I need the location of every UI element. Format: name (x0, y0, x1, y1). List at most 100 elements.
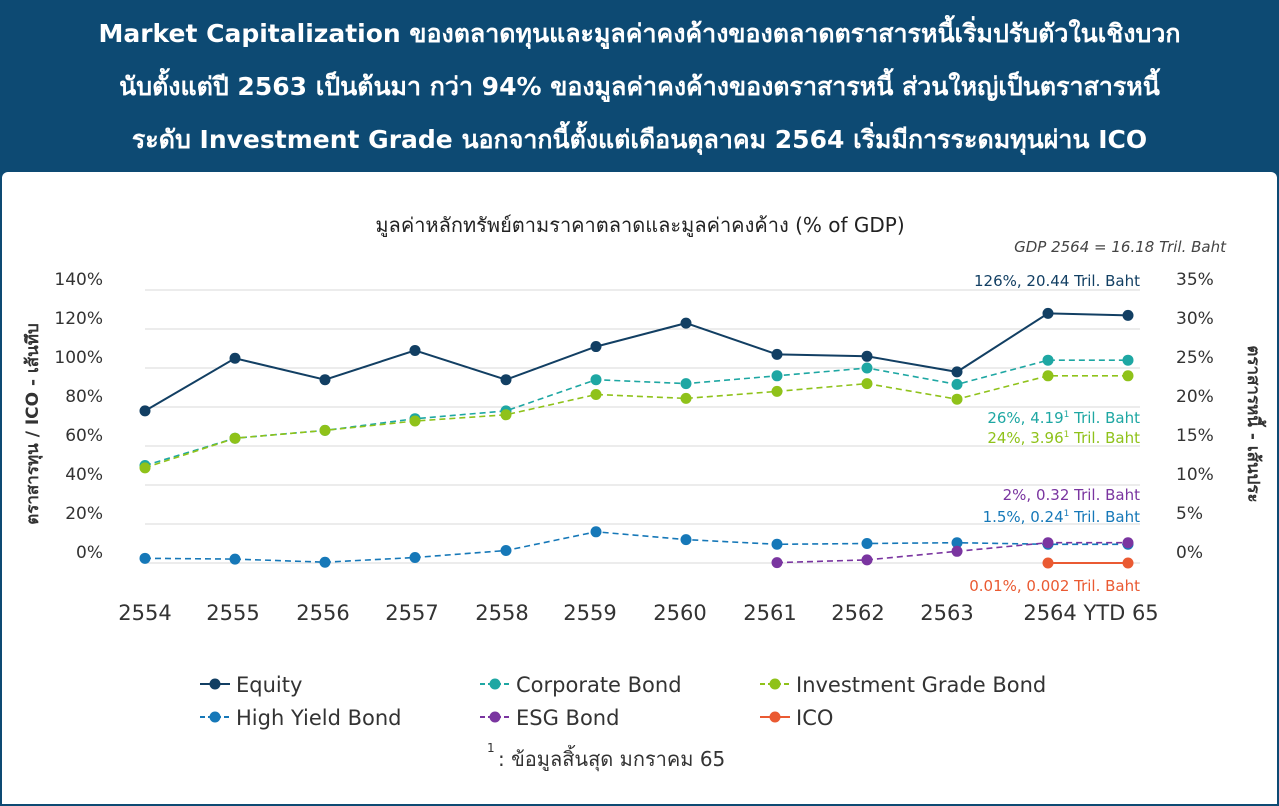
investment-grade-bond-data-point (771, 385, 783, 397)
legend-label: Corporate Bond (516, 673, 682, 697)
x-tick-label: 2563 (920, 601, 973, 625)
right-tick-label: 10% (1176, 465, 1214, 485)
esg-bond-data-point (771, 557, 783, 569)
equity-data-point (590, 341, 602, 353)
left-tick-label: 0% (76, 543, 103, 563)
corporate-bond-series-line (144, 359, 1128, 467)
equity-data-point (951, 366, 963, 378)
high-yield-bond-data-point (951, 537, 963, 549)
header-line-3: ระดับ Investment Grade นอกจากนี้ตั้งแต่เ… (131, 125, 1148, 154)
high-yield-bond-data-point (771, 538, 783, 550)
investment-grade-bond-data-point (590, 389, 602, 401)
high-yield-bond-data-point (319, 556, 331, 568)
legend-swatch-marker (209, 711, 221, 723)
investment-grade-bond-data-point (680, 392, 692, 404)
esg-bond-data-point (951, 545, 963, 557)
legend-swatch-marker (489, 711, 501, 723)
left-tick-label: 40% (65, 465, 103, 485)
ico-data-point (1042, 557, 1054, 569)
investment-grade-bond-series-line (144, 375, 1128, 469)
equity-series-line (144, 312, 1129, 412)
equity-data-point (680, 317, 692, 329)
investment-grade-bond-data-point (500, 409, 512, 421)
right-tick-label: 15% (1176, 426, 1214, 446)
right-tick-label: 5% (1176, 504, 1203, 524)
right-tick-label: 20% (1176, 387, 1214, 407)
investment-grade-bond-data-point (861, 378, 873, 390)
high-yield-bond-series-line (144, 530, 1128, 564)
equity-data-point (319, 374, 331, 386)
corporate-bond-data-point (861, 362, 873, 374)
legend-label: ICO (796, 706, 833, 730)
high-yield-bond-data-point (680, 534, 692, 546)
x-tick-label: 2554 (118, 601, 171, 625)
high-yield-bond-data-point (500, 545, 512, 557)
corporate-bond-data-point (1122, 354, 1134, 366)
legend-swatch-marker (769, 711, 781, 723)
equity-data-point (139, 405, 151, 417)
esg-bond-data-point (861, 554, 873, 566)
corporate-bond-data-point (680, 378, 692, 390)
corporate-bond-data-point (1042, 354, 1054, 366)
investment-grade-bond-data-point (229, 432, 241, 444)
legend-label: Investment Grade Bond (796, 673, 1046, 697)
x-tick-label: 2562 (831, 601, 884, 625)
annotation-label: 1.5%, 0.241 Tril. Baht (983, 508, 1141, 526)
investment-grade-bond-data-point (139, 462, 151, 474)
left-tick-label: 100% (54, 348, 103, 368)
right-tick-label: 35% (1176, 270, 1214, 290)
investment-grade-bond-data-point (319, 424, 331, 436)
left-tick-label: 120% (54, 309, 103, 329)
high-yield-bond-data-point (139, 552, 151, 564)
annotation-label: 26%, 4.191 Tril. Baht (987, 409, 1140, 427)
left-tick-label: 20% (65, 504, 103, 524)
high-yield-bond-data-point (229, 553, 241, 565)
chart-title: มูลค่าหลักทรัพย์ตามราคาตลาดและมูลค่าคงค้… (375, 213, 904, 238)
legend-label: ESG Bond (516, 706, 619, 730)
chart-panel (2, 172, 1277, 804)
annotation-label: 24%, 3.961 Tril. Baht (987, 429, 1140, 447)
investment-grade-bond-data-point (951, 393, 963, 405)
legend-label: High Yield Bond (236, 706, 402, 730)
footnote-text: : ข้อมูลสิ้นสุด มกราคม 65 (498, 745, 725, 772)
equity-data-point (409, 344, 421, 356)
investment-grade-bond-data-point (1122, 370, 1134, 382)
x-tick-label: 2555 (206, 601, 259, 625)
equity-data-point (1042, 307, 1054, 319)
legend-label: Equity (236, 673, 302, 697)
investment-grade-bond-data-point (409, 415, 421, 427)
x-tick-label: 2561 (743, 601, 796, 625)
right-tick-label: 25% (1176, 348, 1214, 368)
legend-swatch-marker (209, 678, 221, 690)
equity-data-point (861, 350, 873, 362)
esg-bond-data-point (1042, 537, 1054, 549)
header-line-2: นับตั้งแต่ปี 2563 เป็นต้นมา กว่า 94% ของ… (119, 72, 1160, 101)
x-tick-label: 2564 YTD 65 (1023, 601, 1158, 625)
investment-grade-bond-data-point (1042, 370, 1054, 382)
x-tick-label: 2556 (296, 601, 349, 625)
left-tick-label: 80% (65, 387, 103, 407)
legend-swatch-marker (769, 678, 781, 690)
footnote-mark: 1 (487, 741, 495, 755)
left-tick-label: 60% (65, 426, 103, 446)
corporate-bond-data-point (771, 370, 783, 382)
right-tick-label: 30% (1176, 309, 1214, 329)
annotation-label: 2%, 0.32 Tril. Baht (1003, 486, 1140, 504)
high-yield-bond-data-point (409, 552, 421, 564)
high-yield-bond-data-point (590, 526, 602, 538)
x-tick-label: 2560 (653, 601, 706, 625)
high-yield-bond-data-point (861, 538, 873, 549)
annotation-label: 126%, 20.44 Tril. Baht (974, 272, 1140, 290)
annotation-label: 0.01%, 0.002 Tril. Baht (969, 577, 1140, 595)
equity-data-point (771, 348, 783, 360)
right-tick-label: 0% (1176, 543, 1203, 563)
left-tick-label: 140% (54, 270, 103, 290)
equity-data-point (229, 352, 241, 364)
left-axis-label: ตราสารทุน / ICO - เส้นทึบ (23, 323, 43, 525)
corporate-bond-data-point (951, 378, 963, 390)
corporate-bond-data-point (590, 374, 602, 386)
esg-bond-data-point (1122, 537, 1134, 549)
header-line-1: Market Capitalization ของตลาดทุนและมูลค่… (98, 19, 1181, 48)
header-banner: Market Capitalization ของตลาดทุนและมูลค่… (0, 0, 1279, 172)
